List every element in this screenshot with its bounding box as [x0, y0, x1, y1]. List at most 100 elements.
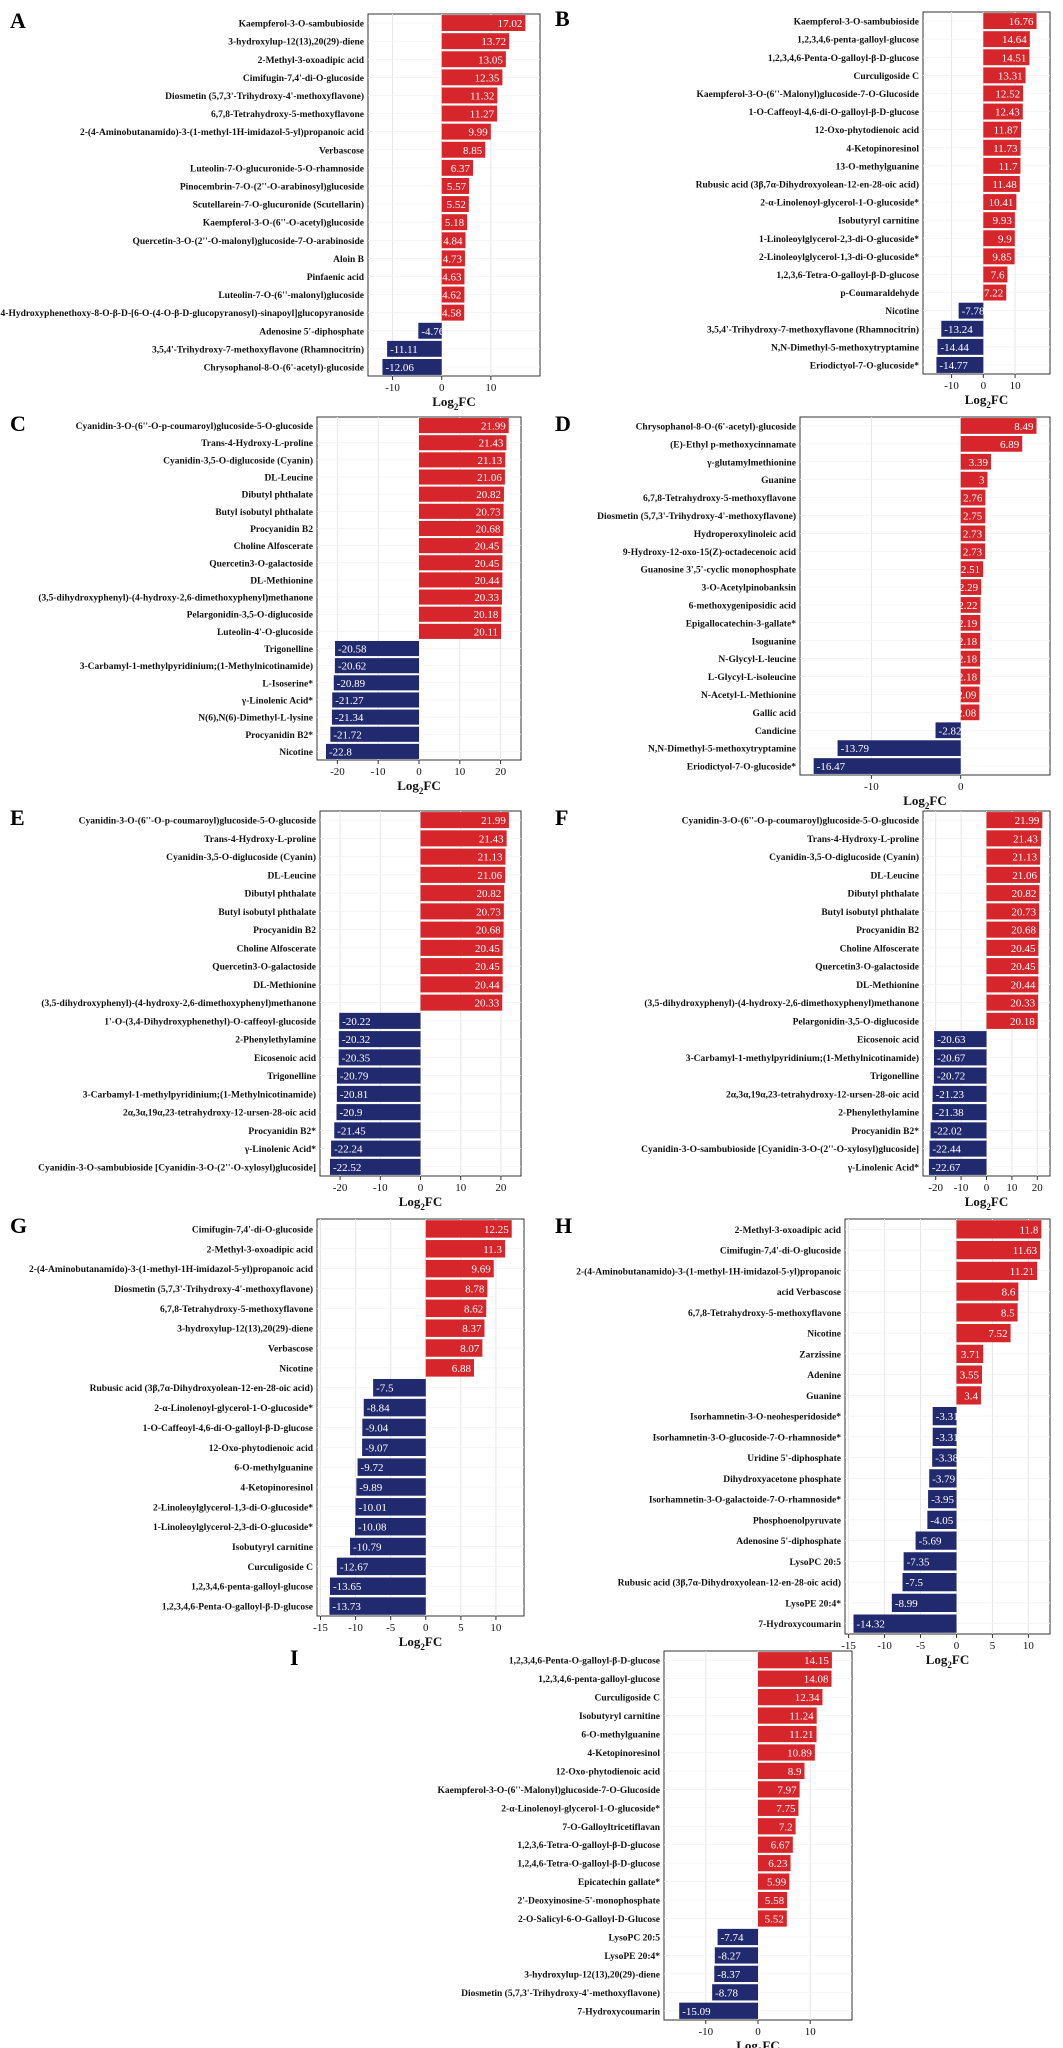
- panel-d-bar: [837, 740, 961, 757]
- panel-b-bar: [983, 248, 1015, 265]
- panel-f-bar: [986, 830, 1041, 847]
- panel-g-panel-letter: G: [10, 1213, 27, 1238]
- panel-g-value-label: -13.73: [332, 1601, 361, 1613]
- panel-c-value-label: 20.45: [475, 541, 500, 553]
- panel-e-value-label: -20.9: [339, 1107, 362, 1119]
- panel-h-bar: [928, 1489, 957, 1509]
- panel-b-value-label: 11.73: [993, 143, 1018, 155]
- panel-d-category-label: 9-Hydroxy-12-oxo-15(Z)-octadecenoic acid: [623, 547, 797, 558]
- panel-c-category-label: Dibutyl phthalate: [241, 491, 313, 501]
- panel-a-bar: [441, 123, 491, 140]
- panel-h-value-label: 8.6: [1002, 1287, 1016, 1299]
- panel-g-bar: [329, 1577, 426, 1595]
- panel-i-bar: [758, 1873, 790, 1890]
- panel-f-bar: [986, 885, 1040, 902]
- panel-d-value-label: 3.39: [969, 457, 989, 469]
- panel-c-category-label: N(6),N(6)-Dimethyl-L-lysine: [198, 713, 313, 724]
- panel-b-x-axis-label-tail: FC: [991, 392, 1008, 407]
- panel-d-bar: [960, 471, 988, 488]
- panel-g-value-label: 8.78: [465, 1283, 485, 1295]
- panel-d-bar: [960, 507, 986, 524]
- panel-a-category-label: Luteolin-7-O-(6''-malonyl)glucoside: [218, 290, 364, 301]
- panel-d-x-axis-label: Log2FC: [903, 793, 947, 811]
- panel-d-value-label: 2.18: [958, 636, 978, 648]
- panel-g-bar: [355, 1498, 426, 1516]
- panel-f-category-label: Cyanidin-3,5-O-diglucoside (Cyanin): [769, 852, 919, 863]
- panel-c-panel-letter: C: [10, 411, 26, 436]
- panel-f-value-label: 20.44: [1011, 979, 1036, 991]
- panel-h-bar: [956, 1282, 1019, 1301]
- panel-e-bar: [420, 830, 507, 847]
- panel-b-value-label: 9.85: [992, 251, 1012, 263]
- panel-g-x-axis-label-base: Log: [399, 1634, 421, 1649]
- panel-a-category-label: 3-hydroxylup-12(13),20(29)-diene: [228, 37, 364, 48]
- panel-i-tick-label: 10: [805, 2026, 817, 2038]
- panel-e-category-label: 1'-O-(3,4-Dihydroxyphenethyl)-O-caffeoyl…: [104, 1016, 316, 1027]
- panel-a-category-label: Quercetin-3-O-(2''-O-malonyl)glucoside-7…: [133, 236, 365, 247]
- panel-e-value-label: -20.81: [340, 1089, 368, 1101]
- panel-f-bar: [932, 1085, 987, 1102]
- panel-f-value-label: -20.63: [937, 1034, 966, 1046]
- panel-a-value-label: 12.35: [475, 72, 500, 84]
- panel-d-bar: [960, 704, 980, 721]
- panel-d-category-label: 3-O-Acetylpinobanksin: [702, 584, 797, 594]
- panel-i-bar: [758, 1689, 823, 1706]
- panel-b-value-label: 12.43: [995, 107, 1020, 119]
- panel-i-category-label: 1,2,3,6-Tetra-O-galloyl-β-D-glucose: [517, 1841, 660, 1851]
- panel-d-category-label: L-Glycyl-L-isoleucine: [708, 673, 796, 683]
- panel-d-value-label: 8.49: [1014, 421, 1034, 433]
- panel-g-bar: [362, 1438, 426, 1457]
- panel-c-bar: [419, 418, 509, 434]
- panel-c-category-label: Quercetin3-O-galactoside: [209, 559, 313, 569]
- panel-i-bar: [712, 1984, 758, 2001]
- panel-f-value-label: -22.02: [934, 1125, 962, 1137]
- panel-f-x-axis-label-tail: FC: [991, 1194, 1008, 1209]
- panel-i-bar: [758, 1910, 787, 1927]
- panel-c-bar: [331, 709, 419, 725]
- panel-c-category-label: Trans-4-Hydroxy-L-proline: [201, 439, 313, 449]
- panel-b-value-label: -14.44: [940, 342, 969, 354]
- panel-i-value-label: -8.78: [715, 1987, 738, 1999]
- panel-h-value-label: 11.21: [1010, 1266, 1034, 1278]
- panel-e-category-label: Cyanidin-3-O-sambubioside [Cyanidin-3-O-…: [38, 1162, 316, 1173]
- panel-a-value-label: 4.63: [442, 271, 462, 283]
- panel-a-bar: [441, 196, 469, 213]
- panel-h-plot-frame: [844, 1218, 1051, 1635]
- panel-i-bar: [758, 1855, 791, 1872]
- panel-c-value-label: 20.33: [474, 592, 499, 604]
- panel-a-bar: [441, 250, 465, 267]
- panel-h-value-label: 3.55: [960, 1370, 980, 1382]
- panel-g-bar: [425, 1359, 475, 1377]
- panel-g-category-label: Nicotine: [279, 1364, 313, 1374]
- panel-d-value-label: 2.76: [963, 493, 983, 505]
- panel-i-value-label: -8.37: [717, 1969, 740, 1981]
- panel-a-bar: [441, 268, 465, 285]
- panel-g-category-label: Verbascose: [268, 1345, 313, 1355]
- panel-b-bar: [983, 230, 1015, 247]
- panel-b-category-label: 1,2,3,6-Tetra-O-galloyl-β-D-glucose: [776, 271, 919, 281]
- panel-e-category-label: Eicosenoic acid: [254, 1054, 317, 1064]
- panel-f-category-label: Trigonelline: [870, 1072, 919, 1082]
- panel-h-bar: [956, 1261, 1038, 1281]
- panel-f-category-label: Cyanidin-3-O-(6''-O-p-coumaroyl)glucosid…: [682, 816, 919, 827]
- panel-d-category-label: Epigallocatechin-3-gallate*: [686, 619, 797, 629]
- panel-h-value-label: -14.32: [856, 1619, 884, 1631]
- panel-c-bar: [325, 743, 419, 759]
- panel-b-plot-frame: [922, 11, 1051, 375]
- panel-d-category-label: N-Acetyl-L-Methionine: [701, 691, 796, 701]
- panel-c-category-label: DL-Methionine: [250, 576, 313, 586]
- panel-f-bar: [934, 1031, 987, 1048]
- panel-f-bar: [986, 812, 1043, 829]
- panel-f-category-label: (3,5-dihydroxyphenyl)-(4-hydroxy-2,6-dim…: [644, 998, 919, 1009]
- panel-c-bar: [419, 520, 504, 537]
- panel-h-category-label: 7-Hydroxycoumarin: [758, 1620, 841, 1630]
- panel-h-tick-label: -10: [877, 1640, 892, 1652]
- panel-e-bar: [420, 885, 505, 902]
- panel-e-x-axis-label: Log2FC: [399, 1194, 443, 1212]
- panel-h-x-axis-label: Log2FC: [926, 1652, 970, 1670]
- panel-d-bar: [960, 543, 986, 560]
- panel-d: 8.49 Chrysophanol-8-O-(6'-acetyl)-glucosi…: [555, 411, 1051, 811]
- panel-e-bar: [420, 903, 504, 920]
- panel-e-value-label: -20.79: [340, 1071, 369, 1083]
